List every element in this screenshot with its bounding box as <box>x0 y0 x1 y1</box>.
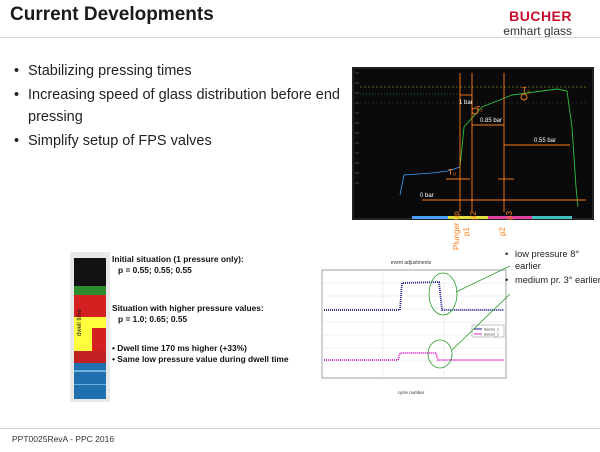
callout-medium-pressure: medium pr. 3° earlier <box>505 275 600 287</box>
footer-divider <box>0 428 600 429</box>
title-divider <box>0 37 600 38</box>
pressure-trend-chart: event adjustments Sensor_1 Sensor_2 cycl… <box>312 254 510 400</box>
logo-bucher: BUCHER <box>509 8 572 24</box>
callout-low-pressure: low pressure 8° earlier <box>505 249 600 272</box>
axis-label-p1: p1 <box>462 227 471 236</box>
footer-text: PPT0025RevA - PPC 2016 <box>12 434 115 444</box>
axis-label-p3: p3 <box>505 211 514 220</box>
initial-title: Initial situation (1 pressure only): <box>112 254 244 264</box>
higher-title: Situation with higher pressure values: <box>112 303 264 313</box>
axis-label-p2: p2 <box>469 211 478 220</box>
axis-label-p2b: p2 <box>498 227 507 236</box>
bullet-item: Simplify setup of FPS valves <box>14 130 344 152</box>
bullet-list: Stabilizing pressing times Increasing sp… <box>14 60 344 154</box>
scope-label-1bar: 1 bar <box>459 100 473 106</box>
same-bullet: • Same low pressure value during dwell t… <box>112 354 289 364</box>
scope-axis-labels: Plunger up p1 p2 p2 p3 <box>452 211 514 250</box>
page-title: Current Developments <box>10 4 214 25</box>
dwell-side-label: dwell time <box>77 309 83 336</box>
trend-title: event adjustments <box>391 260 432 266</box>
trend-legend-2: Sensor_2 <box>484 333 499 337</box>
bullet-item: Increasing speed of glass distribution b… <box>14 84 344 128</box>
scope-label-t0: T₀ <box>448 168 456 177</box>
dwell-time-bar-image: dwell time <box>70 252 110 402</box>
initial-values: p = 0.55; 0.55; 0.55 <box>118 265 192 275</box>
higher-values: p = 1.0; 0.65; 0.55 <box>118 314 188 324</box>
scope-label-085: 0.85 bar <box>480 118 502 124</box>
trend-legend-1: Sensor_1 <box>484 328 499 332</box>
dwell-bullet: • Dwell time 170 ms higher (+33%) <box>112 343 247 353</box>
trend-xlabel: cycle number <box>398 390 425 395</box>
bullet-item: Stabilizing pressing times <box>14 60 344 82</box>
pressure-annotations: Initial situation (1 pressure only): p =… <box>112 252 312 365</box>
logo-emhart-glass: emhart glass <box>503 24 572 38</box>
scope-label-055: 0.55 bar <box>534 138 556 144</box>
scope-label-0bar: 0 bar <box>420 193 434 199</box>
pressure-scope-image: 1 bar T₁ T₂ T₀ 0.85 bar 0.55 bar 0 bar <box>352 67 594 220</box>
scope-label-t1: T₁ <box>476 106 483 113</box>
scope-label-t2: T₂ <box>522 86 530 95</box>
axis-label-plunger-up: Plunger up <box>452 211 461 250</box>
chart-callouts: low pressure 8° earlier medium pr. 3° ea… <box>505 249 600 287</box>
